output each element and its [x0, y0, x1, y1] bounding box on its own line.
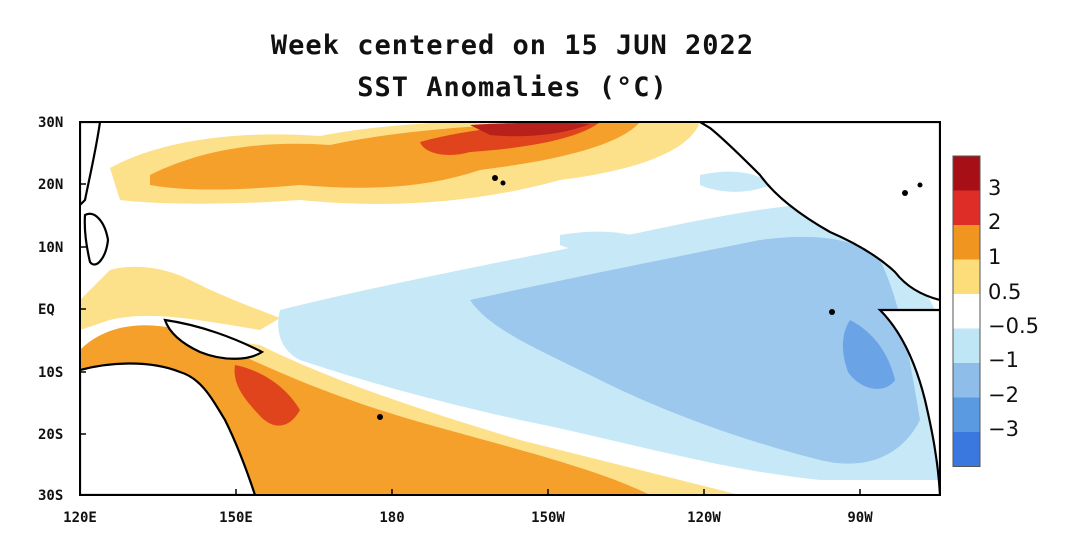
warm-pool-west-light [80, 266, 280, 330]
colorbar-swatch [953, 432, 980, 467]
islands [377, 175, 923, 420]
island-hawaii-2 [500, 180, 506, 186]
warm-band-south-strong [234, 365, 300, 426]
colorbar-border [952, 155, 981, 467]
colorbar-swatch [953, 225, 980, 260]
colorbar-label-2: 2 [988, 210, 1002, 234]
colorbar-swatch [953, 328, 980, 363]
land-south-america [877, 308, 940, 495]
cool-spots-light [560, 171, 770, 253]
land-australia [80, 362, 257, 495]
island-fiji [377, 414, 383, 420]
colorbar [952, 155, 981, 467]
cool-tongue-strong [842, 320, 895, 389]
colorbar-swatch [953, 156, 980, 191]
lat-label-30s: 30S [38, 488, 64, 504]
land-north-america [697, 122, 940, 302]
lat-label-30n: 30N [38, 115, 64, 131]
axis-ticks [79, 121, 861, 496]
land-masses [80, 122, 940, 495]
colorbar-label-3: 3 [988, 176, 1002, 200]
island-caribbean-2 [917, 182, 923, 188]
colorbar-label-0-5: 0.5 [988, 280, 1022, 304]
lat-label-eq: EQ [38, 302, 55, 318]
colorbar-label-1: 1 [988, 245, 1002, 269]
island-galapagos [829, 309, 835, 315]
colorbar-swatch [953, 397, 980, 432]
lon-label-120e: 120E [63, 510, 97, 526]
colorbar-swatch [953, 190, 980, 225]
lat-label-10n: 10N [38, 240, 64, 256]
colorbar-label-neg-2: −2 [988, 383, 1019, 407]
lat-label-10s: 10S [38, 365, 64, 381]
lon-label-120w: 120W [687, 510, 721, 526]
map-title-line1: Week centered on 15 JUN 2022 [270, 30, 755, 61]
colorbar-swatch [953, 363, 980, 398]
colorbar-label-neg-0-5: −0.5 [988, 314, 1039, 338]
cool-tongue-mid [470, 236, 920, 464]
lat-label-20s: 20S [38, 427, 64, 443]
colorbar-swatch [953, 294, 980, 329]
colorbar-label-neg-1: −1 [988, 348, 1019, 372]
lat-label-20n: 20N [38, 177, 64, 193]
lon-label-180: 180 [379, 510, 405, 526]
colorbar-swatch [953, 259, 980, 294]
land-philippines [83, 212, 110, 266]
land-new-guinea [163, 318, 265, 360]
lon-label-150e: 150E [219, 510, 253, 526]
lon-label-150w: 150W [531, 510, 565, 526]
colorbar-label-neg-3: −3 [988, 417, 1019, 441]
lon-label-90w: 90W [847, 510, 873, 526]
map-title-line2: SST Anomalies (°C) [357, 72, 668, 103]
island-hawaii [492, 175, 498, 181]
warm-band-north-extreme [470, 122, 590, 137]
island-caribbean [902, 190, 908, 196]
